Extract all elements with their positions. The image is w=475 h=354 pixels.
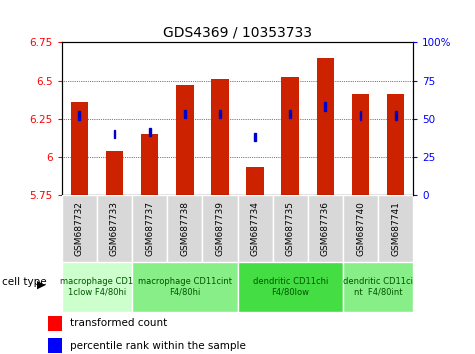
Text: percentile rank within the sample: percentile rank within the sample: [70, 341, 247, 350]
Text: ▶: ▶: [37, 279, 45, 289]
Bar: [324, 102, 326, 110]
Text: GSM687734: GSM687734: [251, 201, 259, 256]
Text: dendritic CD11ci
nt  F4/80int: dendritic CD11ci nt F4/80int: [343, 277, 413, 296]
Bar: [247, 167, 264, 195]
FancyBboxPatch shape: [132, 262, 238, 312]
Bar: [141, 134, 158, 195]
Text: GSM687735: GSM687735: [286, 201, 294, 256]
Bar: [105, 150, 124, 195]
Text: GSM687739: GSM687739: [216, 201, 224, 256]
Bar: [184, 110, 186, 118]
FancyBboxPatch shape: [273, 195, 308, 262]
FancyBboxPatch shape: [62, 195, 97, 262]
FancyBboxPatch shape: [238, 195, 273, 262]
Text: macrophage CD1
1clow F4/80hi: macrophage CD1 1clow F4/80hi: [60, 277, 133, 296]
Text: GSM687738: GSM687738: [180, 201, 189, 256]
Bar: [219, 110, 221, 118]
FancyBboxPatch shape: [62, 262, 132, 312]
FancyBboxPatch shape: [97, 195, 132, 262]
Text: dendritic CD11chi
F4/80low: dendritic CD11chi F4/80low: [253, 277, 328, 296]
FancyBboxPatch shape: [343, 195, 378, 262]
Bar: [149, 128, 151, 137]
Bar: [211, 79, 228, 195]
Bar: [78, 112, 80, 120]
Bar: [395, 112, 397, 120]
FancyBboxPatch shape: [132, 195, 167, 262]
Text: GSM687736: GSM687736: [321, 201, 330, 256]
Text: macrophage CD11cint
F4/80hi: macrophage CD11cint F4/80hi: [138, 277, 232, 296]
Bar: [71, 102, 88, 195]
Bar: [360, 112, 361, 120]
FancyBboxPatch shape: [343, 262, 413, 312]
FancyBboxPatch shape: [378, 195, 413, 262]
Text: GSM687741: GSM687741: [391, 201, 400, 256]
Bar: [176, 85, 194, 195]
Bar: [48, 338, 62, 353]
FancyBboxPatch shape: [238, 262, 343, 312]
Text: GSM687732: GSM687732: [75, 201, 84, 256]
Text: GSM687737: GSM687737: [145, 201, 154, 256]
Text: GSM687740: GSM687740: [356, 201, 365, 256]
Text: GSM687733: GSM687733: [110, 201, 119, 256]
Bar: [316, 58, 334, 195]
Bar: [387, 94, 404, 195]
Text: cell type: cell type: [2, 277, 47, 287]
Bar: [48, 316, 62, 331]
Text: transformed count: transformed count: [70, 319, 168, 329]
Title: GDS4369 / 10353733: GDS4369 / 10353733: [163, 26, 312, 40]
Bar: [114, 130, 115, 138]
FancyBboxPatch shape: [167, 195, 202, 262]
Bar: [289, 110, 291, 118]
FancyBboxPatch shape: [308, 195, 343, 262]
Bar: [281, 78, 299, 195]
FancyBboxPatch shape: [202, 195, 238, 262]
Bar: [352, 94, 369, 195]
Bar: [254, 133, 256, 141]
